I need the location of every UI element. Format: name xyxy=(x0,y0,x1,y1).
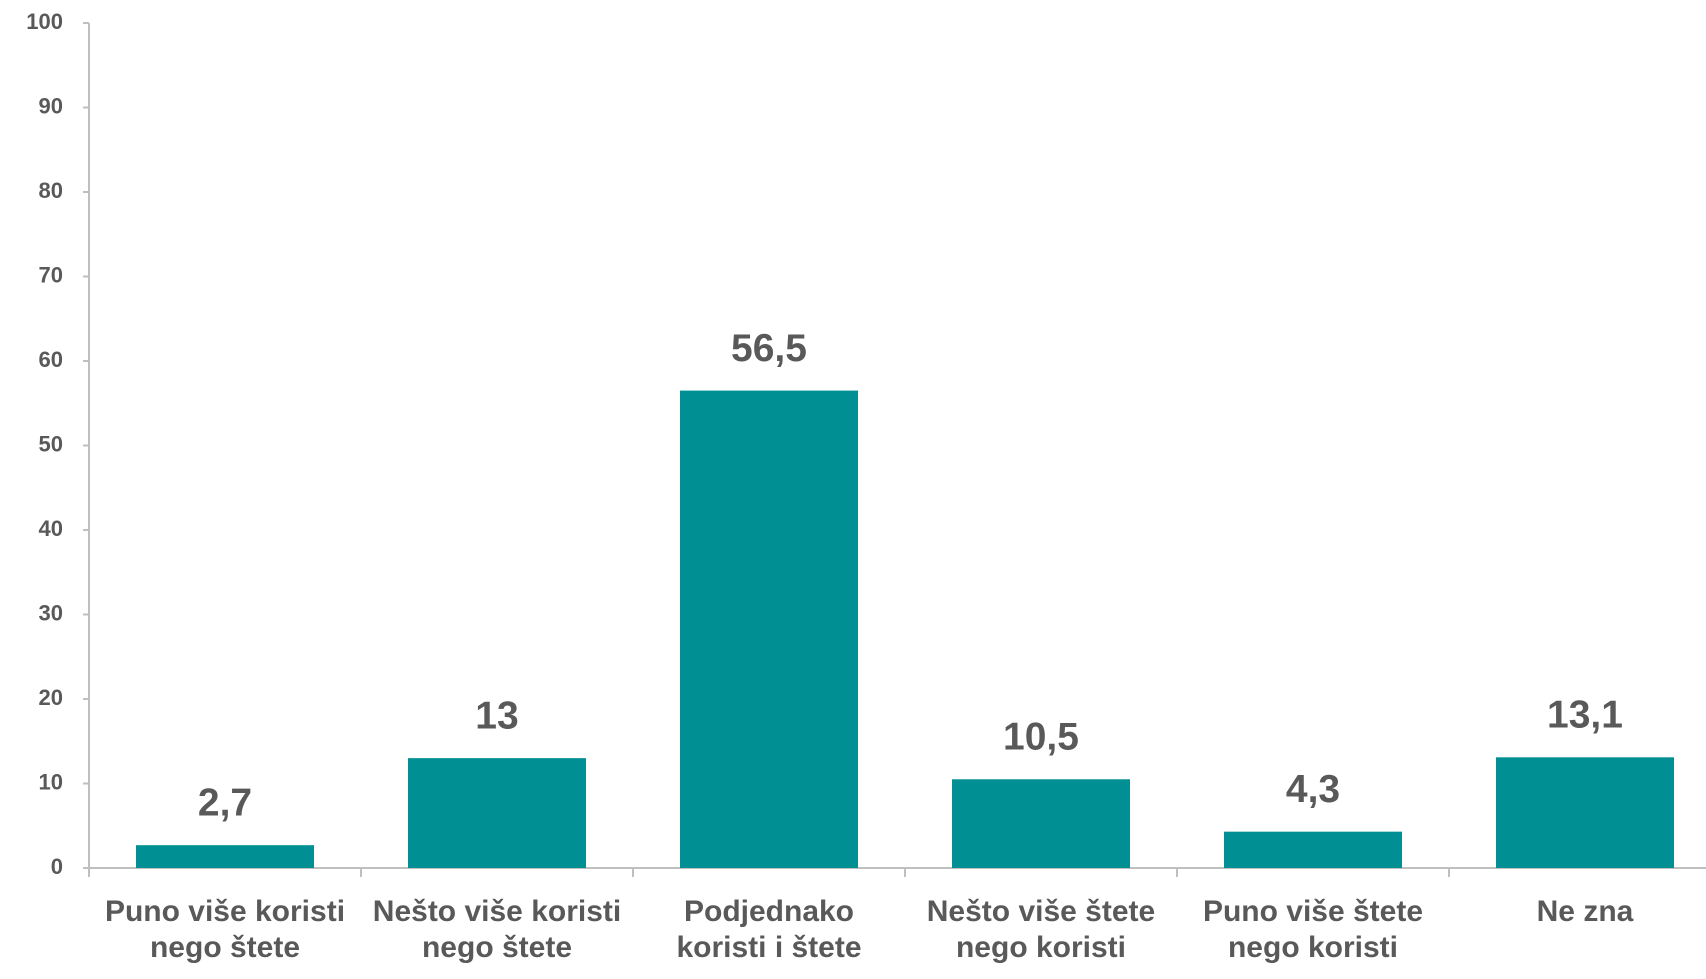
x-tick-label: Ne zna xyxy=(1536,895,1634,928)
y-tick-label: 100 xyxy=(26,9,63,34)
bar xyxy=(408,758,586,868)
x-tick-label: Puno više koristi nego štete xyxy=(104,895,346,964)
y-tick-label: 10 xyxy=(39,769,63,794)
y-tick-label: 70 xyxy=(39,262,63,287)
y-tick-label: 80 xyxy=(39,178,63,203)
y-tick-label: 90 xyxy=(39,93,63,118)
y-tick-label: 0 xyxy=(51,854,63,879)
y-tick-label: 20 xyxy=(39,685,63,710)
data-label: 56,5 xyxy=(731,327,807,370)
bar xyxy=(1224,831,1402,868)
bar xyxy=(136,845,314,868)
x-tick-label: Nešto više štete nego koristi xyxy=(926,895,1156,964)
x-tick-label: Podjednako koristi i štete xyxy=(676,895,862,964)
bar xyxy=(680,390,858,868)
data-label: 13 xyxy=(475,694,518,737)
y-tick-label: 60 xyxy=(39,347,63,372)
data-label: 13,1 xyxy=(1547,694,1623,737)
x-tick-label: Puno više štete nego koristi xyxy=(1202,895,1424,964)
data-label: 10,5 xyxy=(1003,716,1079,759)
x-tick-label: Nešto više koristi nego štete xyxy=(372,895,622,964)
bar xyxy=(952,779,1130,868)
y-tick-label: 30 xyxy=(39,600,63,625)
bar xyxy=(1496,757,1674,868)
data-label: 4,3 xyxy=(1286,768,1340,811)
y-tick-label: 50 xyxy=(39,431,63,456)
y-tick-label: 40 xyxy=(39,516,63,541)
data-label: 2,7 xyxy=(198,781,252,824)
